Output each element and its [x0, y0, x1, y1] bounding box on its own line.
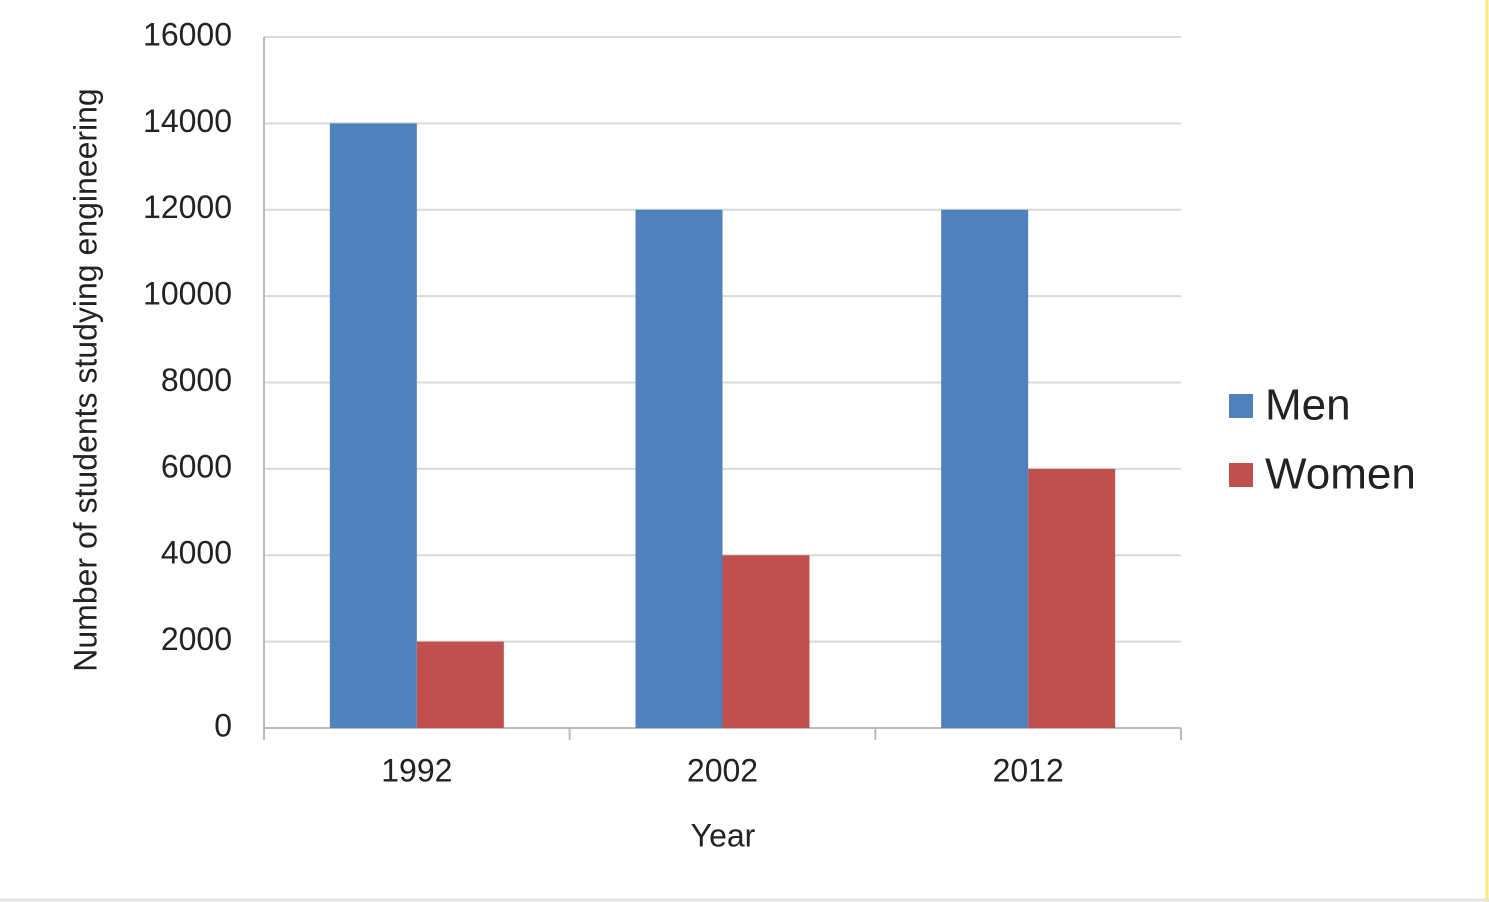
bar: [329, 123, 417, 728]
y-tick-label: 4000: [161, 535, 232, 571]
bar: [635, 209, 723, 728]
legend-label: Men: [1265, 381, 1351, 430]
y-tick-label: 6000: [161, 448, 232, 484]
x-tick-label: 1992: [381, 752, 452, 788]
y-tick-label: 2000: [161, 621, 232, 657]
x-tick-label: 2002: [687, 752, 758, 788]
x-axis-title: Year: [691, 817, 756, 853]
y-tick-label: 16000: [143, 16, 232, 52]
y-axis-title: Number of students studying engineering: [67, 88, 103, 671]
legend-swatch: [1229, 463, 1253, 487]
y-tick-label: 12000: [143, 189, 232, 225]
legend-swatch: [1229, 394, 1253, 418]
y-tick-label: 10000: [143, 276, 232, 312]
bar: [941, 209, 1029, 728]
legend-label: Women: [1265, 450, 1416, 499]
y-tick-label: 0: [214, 707, 232, 743]
bar: [1028, 468, 1116, 728]
bar: [722, 555, 810, 728]
y-tick-label: 14000: [143, 103, 232, 139]
y-tick-label: 8000: [161, 362, 232, 398]
x-tick-label: 2012: [993, 752, 1064, 788]
bar: [416, 641, 504, 728]
